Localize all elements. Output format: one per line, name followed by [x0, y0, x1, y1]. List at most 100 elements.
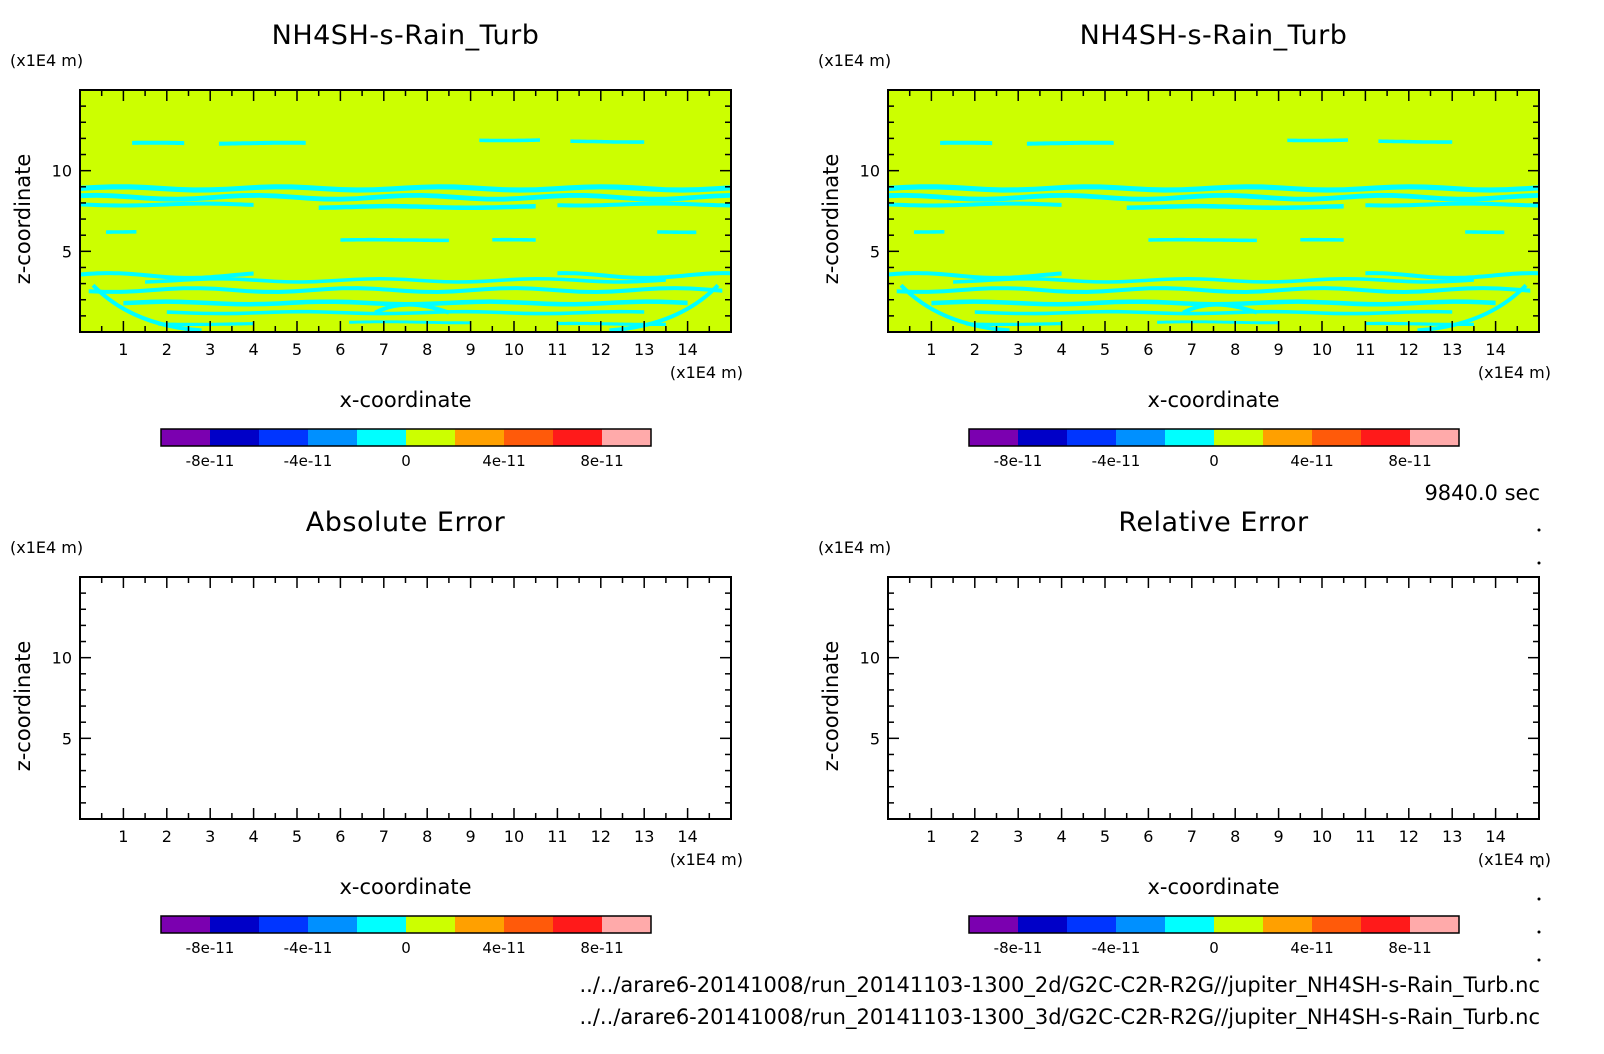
- x-tick-label: 6: [1143, 827, 1153, 846]
- x-tick-label: 1: [118, 340, 128, 359]
- field-band: [940, 140, 993, 146]
- colorbar-label: 8e-11: [1388, 939, 1431, 957]
- colorbar-label: 4e-11: [1290, 452, 1333, 470]
- field-band: [896, 286, 1531, 294]
- colorbar-bin: [1214, 916, 1263, 933]
- x-tick-label: 4: [249, 827, 259, 846]
- x-tick-label: 6: [335, 340, 345, 359]
- colorbar-label: -4e-11: [1092, 939, 1141, 957]
- y-axis-label: z-coordinate: [11, 641, 35, 772]
- x-tick-label: 2: [970, 340, 980, 359]
- y-tick-marks: [888, 105, 1539, 317]
- field-band: [349, 320, 471, 325]
- colorbar-label: -4e-11: [284, 452, 333, 470]
- colorbar-label: 0: [1209, 452, 1219, 470]
- x-axis-label: x-coordinate: [1147, 875, 1279, 899]
- time-label: 9840.0 sec: [1424, 481, 1540, 505]
- y-tick-label: 10: [860, 162, 880, 181]
- x-tick-label: 7: [1187, 827, 1197, 846]
- x-tick-label: 5: [292, 340, 302, 359]
- x-tick-label: 13: [634, 340, 654, 359]
- colorbar-label: -4e-11: [1092, 452, 1141, 470]
- x-tick-label: 1: [926, 827, 936, 846]
- x-tick-label: 7: [1187, 340, 1197, 359]
- colorbar-label: 0: [401, 939, 411, 957]
- x-tick-label: 6: [335, 827, 345, 846]
- y-tick-marks: [888, 592, 1539, 804]
- x-tick-marks: [908, 90, 1519, 332]
- plot-frame: [79, 576, 732, 820]
- field-band: [657, 230, 697, 235]
- field-band: [318, 203, 536, 210]
- x-tick-label: 3: [1013, 827, 1023, 846]
- x-tick-label: 8: [422, 827, 432, 846]
- x-tick-label: 4: [1057, 340, 1067, 359]
- x-tick-label: 11: [547, 340, 567, 359]
- y-tick-label: 5: [870, 729, 880, 748]
- x-tick-label: 13: [1442, 340, 1462, 359]
- x-tick-label: 9: [1274, 340, 1284, 359]
- x-tick-marks: [908, 577, 1519, 819]
- colorbar-bin: [1214, 429, 1263, 446]
- field-band: [1157, 320, 1279, 325]
- colorbar-bin: [1361, 916, 1410, 933]
- colorbar-bin: [504, 429, 553, 446]
- x-tick-label: 11: [1355, 340, 1375, 359]
- colorbar-label: -4e-11: [284, 939, 333, 957]
- colorbar-bin: [1312, 916, 1361, 933]
- chart-title: Relative Error: [1118, 507, 1309, 538]
- x-tick-label: 10: [504, 827, 524, 846]
- colorbar-bin: [1165, 429, 1214, 446]
- x-unit-label: (x1E4 m): [1478, 363, 1551, 382]
- field-band: [953, 277, 1474, 284]
- field-band: [1287, 138, 1348, 143]
- x-axis-label: x-coordinate: [1147, 388, 1279, 412]
- field-band: [557, 271, 731, 280]
- x-unit-label: (x1E4 m): [1478, 850, 1551, 869]
- x-tick-label: 8: [422, 340, 432, 359]
- y-tick-label: 5: [62, 729, 72, 748]
- x-tick-label: 5: [1100, 827, 1110, 846]
- x-tick-label: 12: [591, 827, 611, 846]
- x-tick-marks: [100, 90, 711, 332]
- x-axis-label: x-coordinate: [339, 388, 471, 412]
- y-unit-label: (x1E4 m): [10, 51, 83, 70]
- field-band: [80, 184, 731, 193]
- chart-panel-3: Absolute Error(x1E4 m)1 2 3 4 5 6 7 8 9 10 11 12 13 1…: [10, 507, 743, 957]
- colorbar-label: -8e-11: [186, 939, 235, 957]
- y-unit-label: (x1E4 m): [10, 538, 83, 557]
- colorbar-bin: [1263, 916, 1312, 933]
- x-tick-label: 14: [677, 827, 697, 846]
- field-band: [88, 286, 723, 294]
- colorbar-bin: [210, 429, 259, 446]
- field-band: [914, 230, 945, 234]
- colorbar-bin: [969, 429, 1018, 446]
- colorbar-frame: [160, 428, 652, 447]
- colorbar-bin: [553, 429, 602, 446]
- colorbar-bin: [553, 916, 602, 933]
- colorbar-label: -8e-11: [186, 452, 235, 470]
- x-unit-label: (x1E4 m): [670, 363, 743, 382]
- colorbar-bin: [259, 916, 308, 933]
- y-tick-label: 10: [52, 649, 72, 668]
- y-tick-marks: [80, 105, 731, 317]
- field-band: [80, 201, 254, 208]
- colorbar: -8e-11 -4e-11 0 4e-11 8e-11: [968, 428, 1460, 470]
- colorbar-bin: [1410, 429, 1459, 446]
- y-tick-label: 10: [860, 649, 880, 668]
- y-unit-label: (x1E4 m): [818, 51, 891, 70]
- y-axis-label: z-coordinate: [819, 154, 843, 285]
- field-band: [218, 140, 306, 146]
- field-arc: [1182, 302, 1258, 315]
- colorbar-bin: [1018, 916, 1067, 933]
- field-band: [888, 184, 1539, 193]
- plot-frame: [887, 576, 1540, 820]
- x-tick-label: 2: [970, 827, 980, 846]
- x-tick-label: 9: [1274, 827, 1284, 846]
- colorbar-bin: [161, 429, 210, 446]
- y-tick-label: 5: [870, 242, 880, 261]
- field-band: [1126, 203, 1344, 210]
- colorbar-bin: [406, 916, 455, 933]
- field-arc: [609, 283, 720, 332]
